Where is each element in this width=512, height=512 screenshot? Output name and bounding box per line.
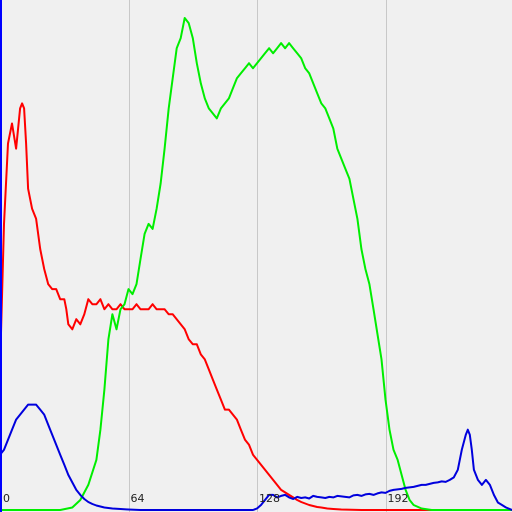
x-tick-label-0: 0 [3,492,10,505]
series-line-0 [0,102,512,511]
series-line-2 [0,403,512,511]
x-tick-labels: 0 64 128 192 [3,492,409,505]
x-tick-label-192: 192 [388,492,409,505]
series-line-1 [0,17,512,511]
x-tick-label-64: 64 [131,492,145,505]
grid-lines [129,0,387,512]
series-layer [0,17,512,511]
x-tick-label-128: 128 [259,492,280,505]
